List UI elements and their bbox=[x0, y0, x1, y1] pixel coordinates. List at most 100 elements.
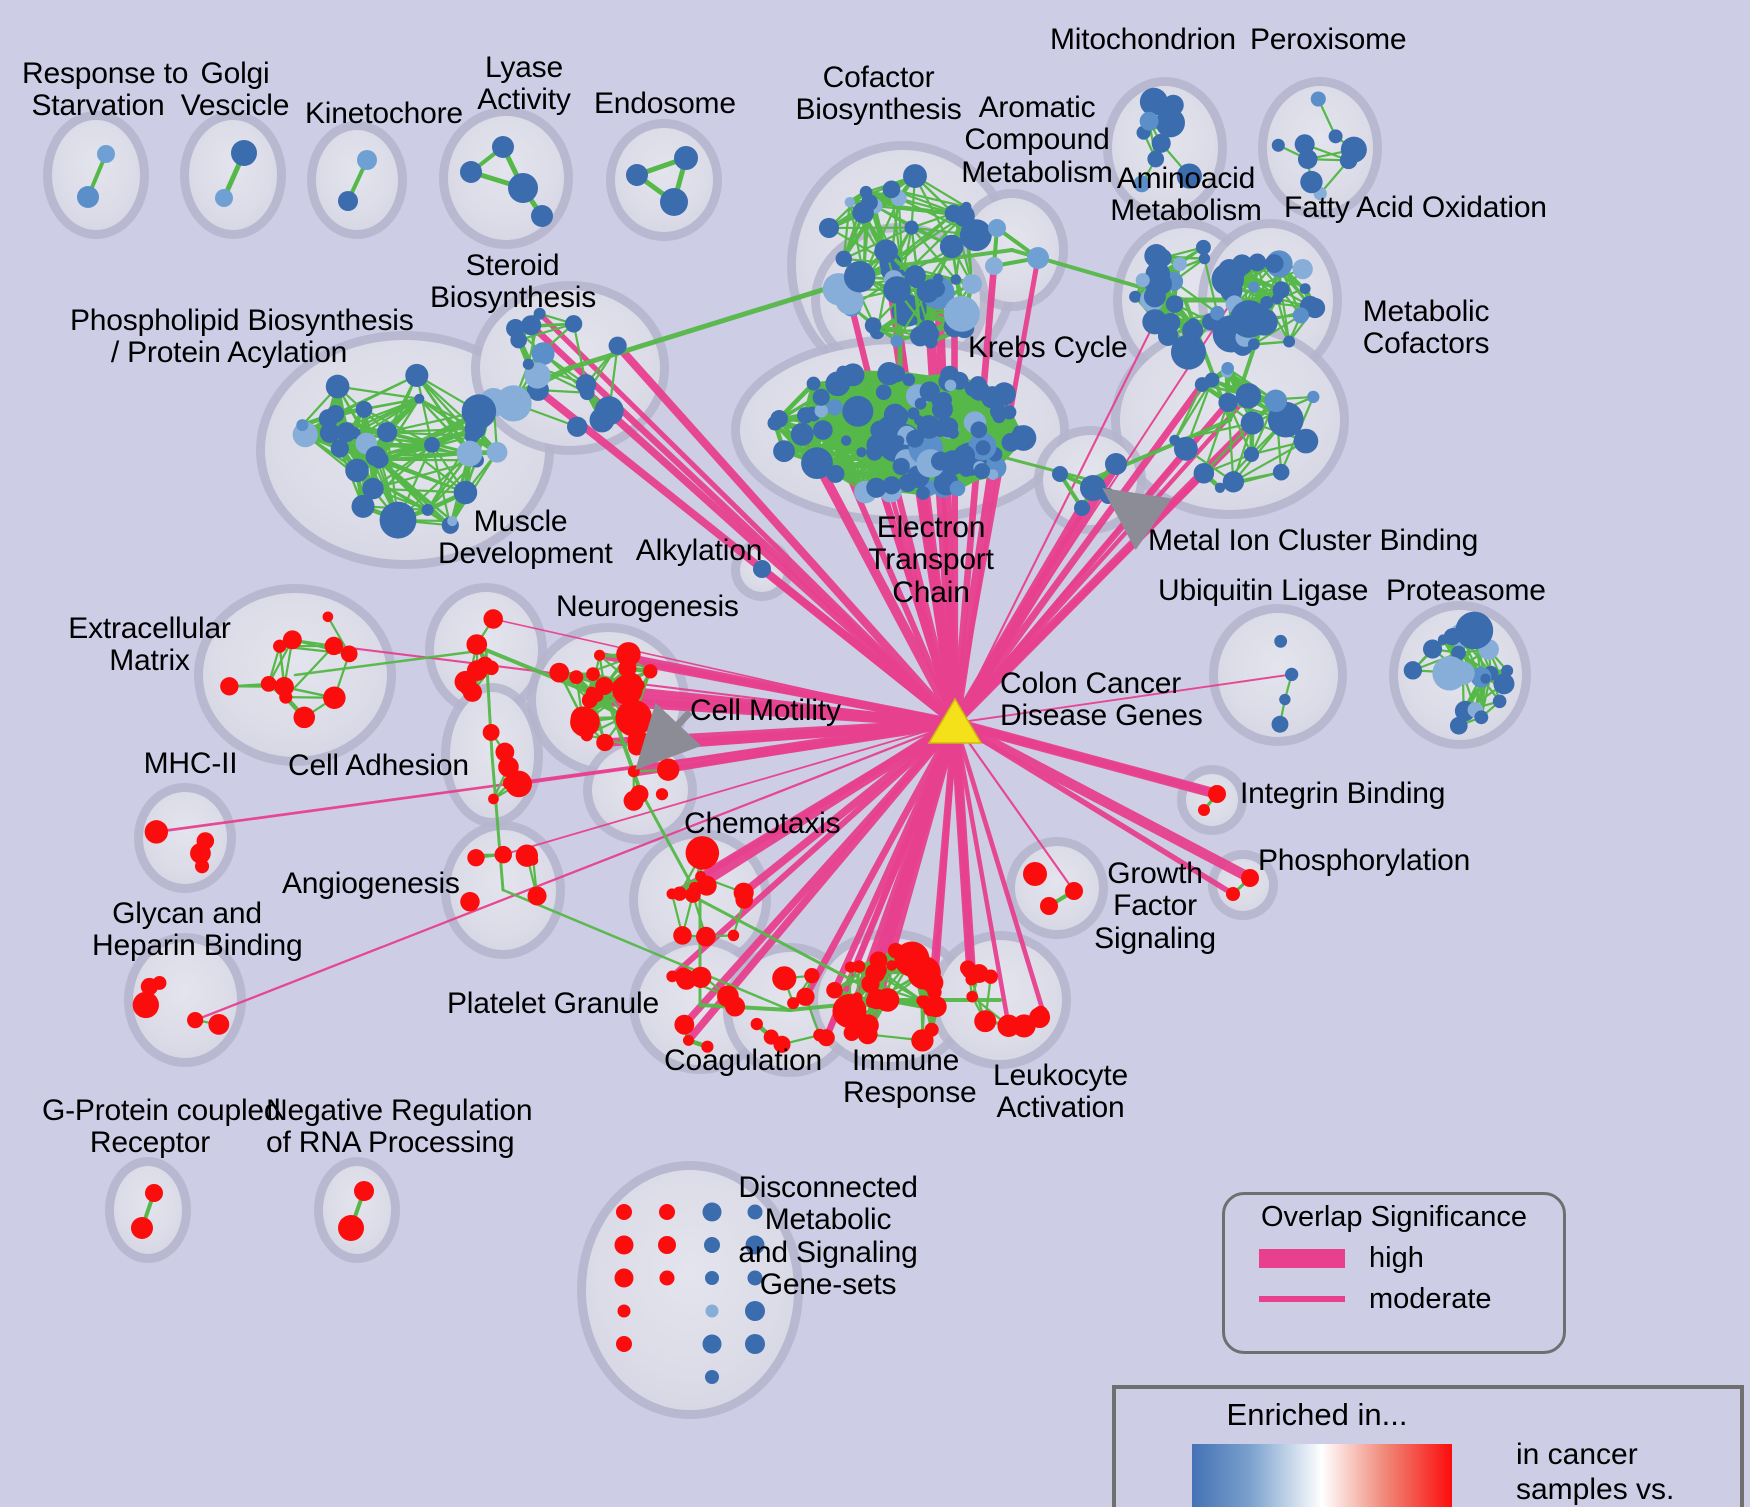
cluster-fatty-acid-oxidation bbox=[1211, 250, 1326, 356]
gene-set-node bbox=[495, 385, 532, 422]
overlap-edge bbox=[371, 443, 434, 490]
gene-set-node bbox=[1243, 446, 1260, 463]
gene-set-node bbox=[916, 486, 930, 500]
gene-set-node bbox=[874, 239, 898, 263]
gene-set-node bbox=[939, 234, 964, 259]
gene-set-node bbox=[959, 219, 992, 252]
cluster-aromatic-compound-metabolism bbox=[985, 219, 1049, 275]
overlap-edge bbox=[910, 226, 957, 281]
gene-set-node bbox=[917, 415, 941, 439]
gene-set-node bbox=[943, 295, 980, 332]
cluster-kinetochore bbox=[338, 150, 377, 211]
cluster-krebs-cycle bbox=[822, 239, 980, 348]
gene-set-node bbox=[790, 422, 814, 446]
cluster-mitochondrion bbox=[1133, 87, 1202, 193]
gene-set-node bbox=[688, 881, 701, 894]
overlap-edge bbox=[371, 459, 478, 490]
gene-set-node bbox=[702, 1202, 722, 1222]
gene-set-node bbox=[220, 677, 239, 696]
gene-set-node bbox=[898, 473, 917, 493]
legend-enriched-title: Enriched in... bbox=[1226, 1397, 1408, 1432]
gene-set-node bbox=[883, 276, 911, 304]
legend-overlap-high-label: high bbox=[1369, 1241, 1424, 1274]
gene-set-node bbox=[340, 645, 358, 663]
gene-set-node bbox=[875, 384, 892, 401]
gene-set-node bbox=[1300, 170, 1323, 194]
gene-set-node bbox=[319, 422, 341, 443]
gene-set-node bbox=[843, 1024, 860, 1042]
gene-set-node bbox=[460, 891, 480, 912]
gene-set-node bbox=[626, 164, 648, 186]
gene-set-node bbox=[564, 315, 583, 333]
gene-set-node bbox=[842, 403, 861, 422]
gene-set-node bbox=[1226, 887, 1240, 901]
annotation-arrow-cell-motility bbox=[635, 702, 702, 771]
gene-set-node bbox=[948, 450, 968, 469]
gene-set-node bbox=[1040, 897, 1058, 915]
gene-set-node bbox=[421, 503, 434, 516]
significance-edge bbox=[583, 388, 959, 727]
cluster-extracellular-matrix bbox=[220, 611, 358, 729]
gene-set-node bbox=[1264, 254, 1284, 273]
gene-set-node bbox=[657, 758, 680, 781]
gene-set-node bbox=[194, 859, 210, 874]
gene-set-node bbox=[405, 363, 429, 387]
gene-set-node bbox=[97, 145, 115, 163]
gene-set-node bbox=[866, 988, 888, 1010]
gene-set-node bbox=[585, 686, 598, 698]
gene-set-node bbox=[467, 849, 485, 867]
cluster-body bbox=[1218, 613, 1338, 737]
significance-edge bbox=[953, 721, 1076, 893]
gene-set-node bbox=[495, 742, 515, 762]
gene-set-node bbox=[1172, 257, 1187, 272]
significance-edge bbox=[954, 673, 1293, 724]
gene-set-node bbox=[949, 480, 966, 497]
gene-set-node bbox=[1449, 716, 1468, 735]
gene-set-node bbox=[835, 250, 852, 268]
gene-set-node bbox=[1133, 175, 1151, 193]
cluster-glycan-heparin-binding bbox=[132, 976, 230, 1035]
cluster-coagulation bbox=[750, 966, 835, 1053]
cluster-negative-regulation-rna-processing bbox=[338, 1181, 374, 1241]
gene-set-node bbox=[1260, 295, 1274, 310]
gene-set-node bbox=[144, 820, 169, 844]
gene-set-node bbox=[1445, 628, 1462, 644]
gene-set-node bbox=[1135, 273, 1150, 288]
cluster-response-to-starvation bbox=[77, 145, 115, 208]
overlap-edge bbox=[1202, 401, 1230, 475]
gene-set-node bbox=[826, 981, 843, 999]
cluster-disconnected-gene-sets bbox=[614, 1202, 765, 1384]
gene-set-node bbox=[921, 971, 944, 994]
gene-set-node bbox=[324, 636, 344, 656]
gene-set-node bbox=[1264, 389, 1288, 413]
gene-set-node bbox=[196, 832, 215, 850]
gene-set-node bbox=[336, 422, 357, 443]
gene-set-node bbox=[131, 1217, 153, 1239]
overlap-edge bbox=[284, 644, 335, 699]
gene-set-node bbox=[770, 410, 788, 428]
gene-set-node bbox=[596, 733, 614, 752]
gene-set-node bbox=[282, 630, 302, 650]
gene-set-node bbox=[696, 926, 716, 947]
inter-cluster-overlap-edge bbox=[293, 648, 488, 677]
gene-set-node bbox=[988, 219, 1006, 237]
gene-set-node bbox=[852, 201, 874, 224]
colon-cancer-hub-node bbox=[927, 697, 983, 744]
gene-set-node bbox=[608, 336, 627, 355]
gene-set-node bbox=[1272, 463, 1290, 481]
gene-set-node bbox=[1165, 295, 1184, 313]
gene-set-node bbox=[616, 709, 631, 725]
gene-set-node bbox=[643, 664, 658, 679]
gene-set-node bbox=[659, 1204, 675, 1220]
gene-set-node bbox=[456, 440, 483, 467]
overlap-edge bbox=[338, 397, 421, 450]
gene-set-node bbox=[447, 515, 458, 527]
gene-set-node bbox=[1455, 611, 1494, 650]
gene-set-node bbox=[877, 361, 901, 386]
gene-set-node bbox=[1272, 281, 1290, 299]
gene-set-node bbox=[630, 784, 649, 804]
gene-set-node bbox=[486, 441, 508, 463]
cluster-integrin-binding bbox=[1198, 785, 1226, 816]
gene-set-node bbox=[673, 926, 692, 945]
gene-set-node bbox=[279, 690, 293, 704]
